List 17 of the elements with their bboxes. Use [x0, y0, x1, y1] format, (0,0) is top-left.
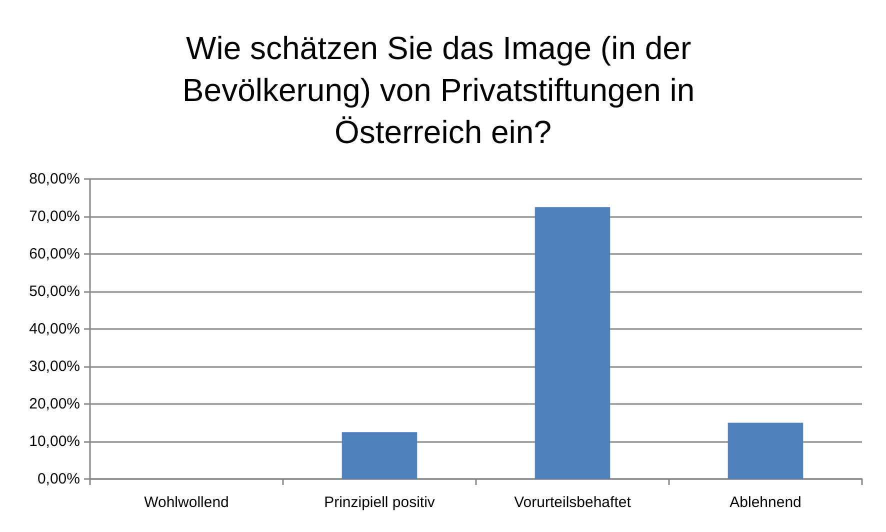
bar: [342, 432, 418, 479]
y-tick-label: 10,00%: [29, 433, 80, 450]
y-tick-label: 0,00%: [37, 470, 80, 488]
y-tick-label: 60,00%: [29, 246, 80, 262]
y-tick-label: 20,00%: [29, 396, 80, 412]
bar: [728, 422, 804, 479]
x-tick-label: Prinzipiell positiv: [324, 494, 436, 511]
y-tick-label: 70,00%: [29, 208, 80, 225]
chart-title: Wie schätzen Sie das Image (in der Bevölkerung) von Privatstiftungen in Österreich ein?: [182, 30, 704, 150]
x-tick-label: Wohlwollend: [144, 494, 229, 511]
y-tick-label: 30,00%: [29, 358, 80, 375]
x-tick-label: Vorurteilsbehaftet: [514, 494, 632, 511]
y-tick-label: 80,00%: [29, 170, 80, 188]
y-tick-label: 50,00%: [29, 283, 80, 300]
y-tick-label: 40,00%: [29, 320, 80, 338]
x-tick-label: Ablehnend: [730, 494, 802, 511]
bar: [534, 207, 610, 479]
